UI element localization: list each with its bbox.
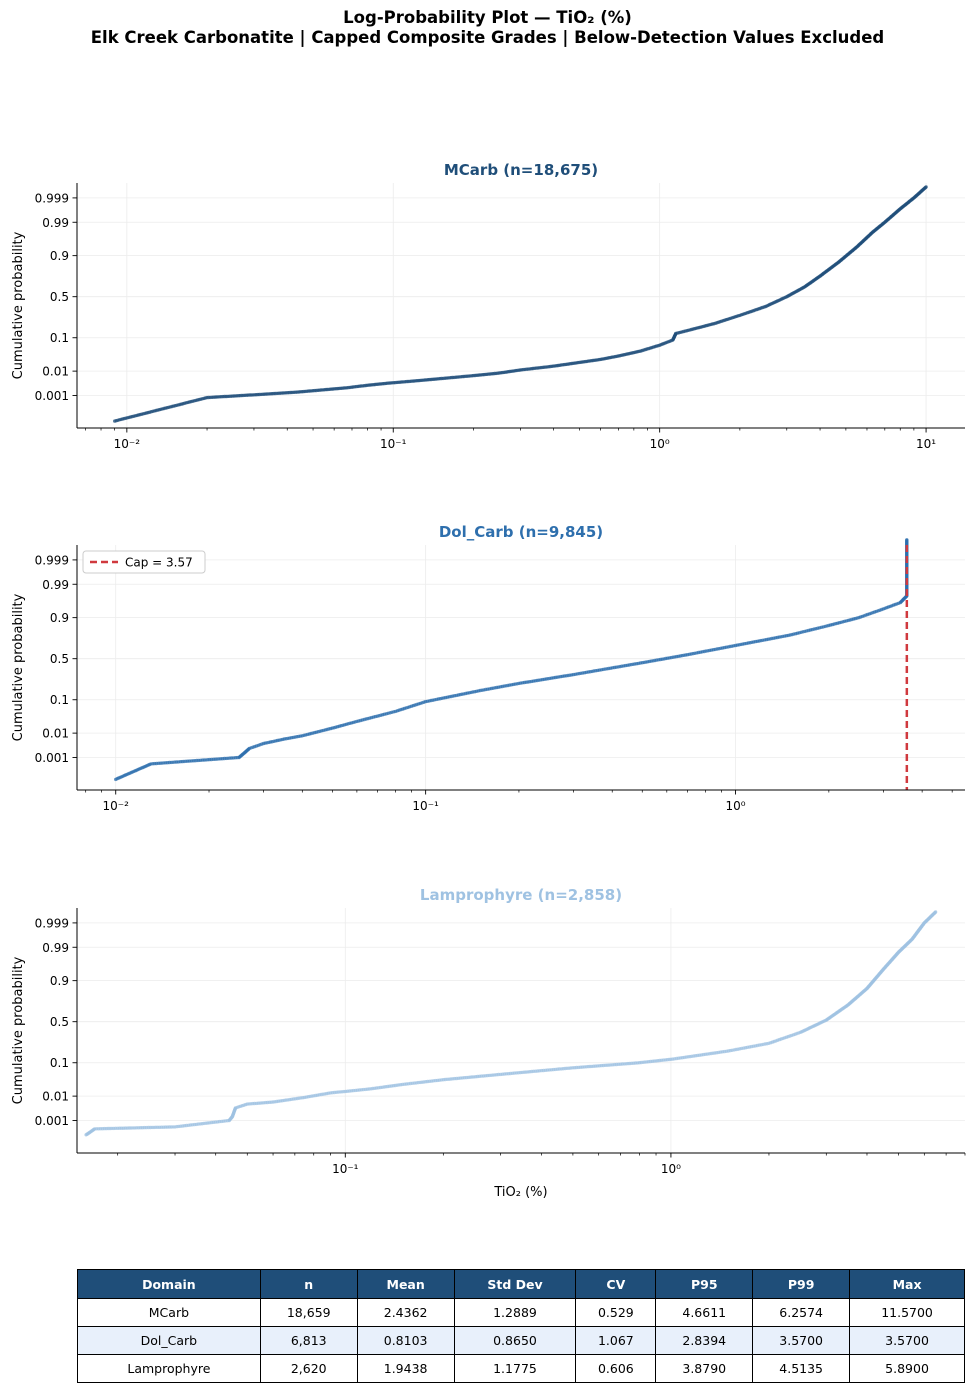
table-cell: 2.4362	[356, 1298, 455, 1327]
y-tick-label: 0.001	[35, 1114, 69, 1128]
header-p95: P95	[655, 1269, 754, 1299]
table-cell: 0.8103	[356, 1326, 455, 1355]
data-point	[905, 538, 909, 542]
y-tick-label: 0.999	[35, 553, 69, 567]
dolcarb-probability-plot: Dol_Carb (n=9,845) 10⁻² 10⁻¹ 10⁰ 0.001 0.01 0.…	[11, 523, 965, 813]
table-cell: Dol_Carb	[77, 1326, 261, 1355]
y-tick-label: 0.5	[50, 652, 69, 666]
y-tick-label: 0.1	[50, 693, 69, 707]
y-tick-label: 0.5	[50, 1015, 69, 1029]
y-tick-label: 0.01	[42, 365, 69, 379]
table-cell: 3.8790	[655, 1354, 754, 1383]
figure-subtitle: Elk Creek Carbonatite | Capped Composite…	[90, 28, 885, 47]
table-cell: MCarb	[77, 1298, 261, 1327]
y-tick-label: 0.001	[35, 751, 69, 765]
header-p99: P99	[752, 1269, 851, 1299]
table-cell: 3.5700	[849, 1326, 965, 1355]
table-cell: 1.9438	[356, 1354, 455, 1383]
table-cell: 0.8650	[453, 1326, 577, 1355]
table-cell: 18,659	[259, 1298, 358, 1327]
y-axis-label: Cumulative probability	[11, 593, 26, 741]
table-cell: 0.529	[575, 1298, 657, 1327]
data-points	[114, 538, 909, 782]
summary-statistics-table: Domain n Mean Std Dev CV P95 P99 Max MCa…	[77, 1269, 965, 1383]
panel-title: Lamprophyre (n=2,858)	[420, 886, 622, 904]
y-tick-label: 0.99	[42, 578, 69, 592]
y-tick-label: 0.999	[35, 916, 69, 930]
legend-box	[82, 550, 206, 574]
mcarb-probability-plot: MCarb (n=18,675) 10⁻² 10⁻¹ 10⁰ 10¹ 0.001 0.01 0…	[11, 161, 965, 451]
y-tick-label: 0.1	[50, 331, 69, 345]
y-tick-label: 0.01	[42, 727, 69, 741]
lamprophyre-probability-plot: Lamprophyre (n=2,858) 10⁻¹ 10⁰ 0.001 0.01 0.1…	[11, 886, 966, 1200]
y-tick-label: 0.9	[50, 611, 69, 625]
panel-title: Dol_Carb (n=9,845)	[439, 523, 603, 541]
table-cell: 2.8394	[655, 1326, 754, 1355]
table-cell: 4.5135	[752, 1354, 851, 1383]
x-tick-label: 10⁻²	[114, 437, 141, 451]
data-point	[933, 910, 938, 914]
y-tick-label: 0.9	[50, 974, 69, 988]
header-mean: Mean	[356, 1269, 455, 1299]
table-cell: 3.5700	[752, 1326, 851, 1355]
y-tick-label: 0.999	[35, 191, 69, 205]
table-cell: 6.2574	[752, 1298, 851, 1327]
x-tick-label: 10¹	[916, 437, 936, 451]
legend-label: Cap = 3.57	[125, 556, 193, 570]
header-domain: Domain	[77, 1269, 261, 1299]
y-tick-label: 0.99	[42, 941, 69, 955]
table-row: Lamprophyre 2,620 1.9438 1.1775 0.606 3.…	[77, 1354, 965, 1383]
x-tick-label: 10⁻²	[103, 799, 130, 813]
y-tick-label: 0.5	[50, 290, 69, 304]
header-max: Max	[849, 1269, 965, 1299]
data-points	[113, 185, 928, 423]
x-tick-label: 10⁰	[726, 799, 746, 813]
table-cell: 2,620	[259, 1354, 358, 1383]
table-cell: 1.067	[575, 1326, 657, 1355]
header-std-dev: Std Dev	[453, 1269, 577, 1299]
table-cell: 5.8900	[849, 1354, 965, 1383]
x-tick-label: 10⁻¹	[412, 799, 439, 813]
y-tick-label: 0.001	[35, 389, 69, 403]
header-cv: CV	[575, 1269, 657, 1299]
table-cell: Lamprophyre	[77, 1354, 261, 1383]
table-row: MCarb 18,659 2.4362 1.2889 0.529 4.6611 …	[77, 1298, 965, 1327]
y-tick-label: 0.9	[50, 249, 69, 263]
data-points	[84, 910, 938, 1137]
table-header-row: Domain n Mean Std Dev CV P95 P99 Max	[77, 1269, 965, 1299]
x-axis-label: TiO₂ (%)	[493, 1185, 547, 1200]
table-cell: 1.2889	[453, 1298, 577, 1327]
data-point	[924, 185, 928, 189]
table-cell: 4.6611	[655, 1298, 754, 1327]
table-cell: 6,813	[259, 1326, 358, 1355]
panel-title: MCarb (n=18,675)	[444, 161, 598, 179]
header-n: n	[259, 1269, 358, 1299]
x-tick-label: 10⁰	[661, 1162, 681, 1176]
table-cell: 1.1775	[453, 1354, 577, 1383]
table-cell: 11.5700	[849, 1298, 965, 1327]
x-tick-label: 10⁻¹	[332, 1162, 359, 1176]
y-axis-label: Cumulative probability	[11, 231, 26, 379]
x-tick-label: 10⁰	[650, 437, 670, 451]
figure-title: Log-Probability Plot — TiO₂ (%)	[343, 8, 632, 27]
table-row: Dol_Carb 6,813 0.8103 0.8650 1.067 2.839…	[77, 1326, 965, 1355]
y-tick-label: 0.99	[42, 216, 69, 230]
y-tick-label: 0.01	[42, 1090, 69, 1104]
x-tick-label: 10⁻¹	[380, 437, 407, 451]
y-axis-label: Cumulative probability	[11, 956, 26, 1104]
y-tick-label: 0.1	[50, 1056, 69, 1070]
table-cell: 0.606	[575, 1354, 657, 1383]
